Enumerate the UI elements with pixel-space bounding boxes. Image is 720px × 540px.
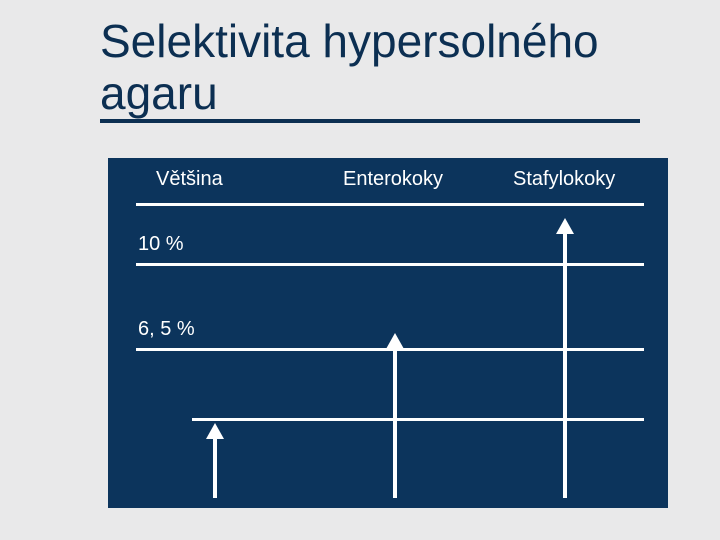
arrow-enterokoky: [393, 347, 397, 498]
arrow-stafylokoky: [563, 232, 567, 498]
col-label-2: Stafylokoky: [513, 168, 615, 191]
row-line-2: [192, 418, 644, 421]
row-label-1: 6, 5 %: [138, 318, 195, 341]
row-label-0: 10 %: [138, 233, 184, 256]
col-label-0: Většina: [156, 168, 223, 191]
page-title: Selektivita hypersolného agaru: [100, 16, 640, 123]
col-label-1: Enterokoky: [343, 168, 443, 191]
header-line: [136, 203, 644, 206]
diagram-panel: Většina Enterokoky Stafylokoky 10 % 6, 5…: [108, 158, 668, 508]
row-line-0: [136, 263, 644, 266]
arrow-vetsina: [213, 437, 217, 498]
